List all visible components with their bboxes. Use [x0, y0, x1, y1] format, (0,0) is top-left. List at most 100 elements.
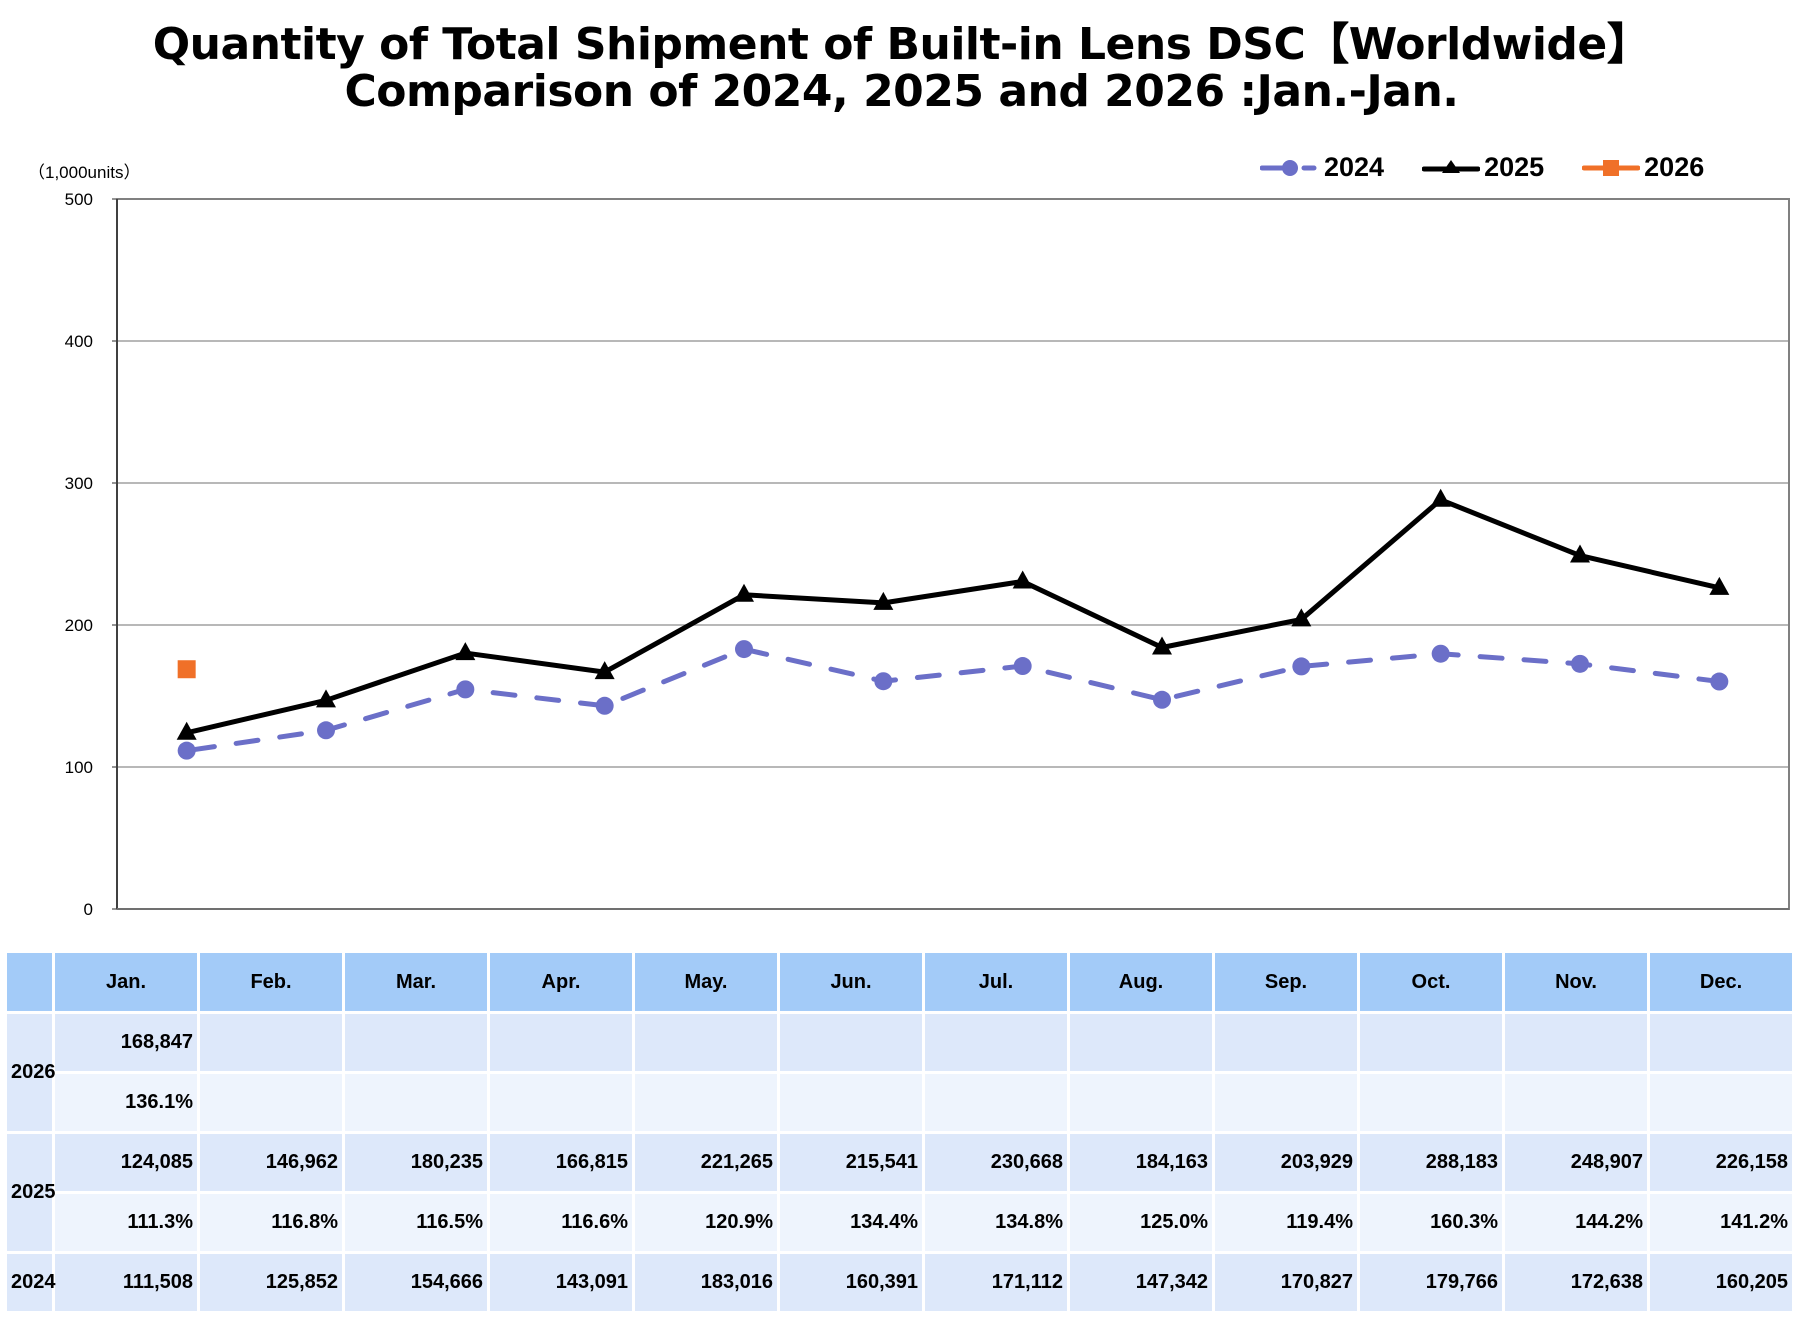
month-header: Jan.	[55, 953, 197, 1011]
value-cell: 147,342	[1070, 1254, 1212, 1311]
legend: 2024 2025 2026	[1260, 152, 1704, 183]
month-header: Jul.	[925, 953, 1067, 1011]
data-point-2026	[177, 660, 196, 679]
month-header: Jun.	[780, 953, 922, 1011]
month-header: Apr.	[490, 953, 632, 1011]
value-cell: 168,847	[55, 1014, 197, 1071]
percent-cell	[1505, 1074, 1647, 1131]
percent-cell: 141.2%	[1650, 1194, 1792, 1251]
data-point-2024	[317, 721, 335, 740]
value-cell: 125,852	[200, 1254, 342, 1311]
month-header: Feb.	[200, 953, 342, 1011]
value-cell	[635, 1014, 777, 1071]
y-tick-label: 0	[84, 900, 93, 919]
value-cell: 288,183	[1360, 1134, 1502, 1191]
data-point-2025	[1012, 570, 1033, 589]
y-tick-label: 300	[65, 474, 93, 493]
table-row-2026: 2026 168,847	[7, 1014, 1792, 1131]
data-table: Jan. Feb. Mar. Apr. May. Jun. Jul. Aug. Sep. Oct.…	[4, 950, 1795, 1314]
legend-line-triangle-icon	[1422, 159, 1481, 173]
percent-cell	[1360, 1074, 1502, 1131]
value-cell: 203,929	[1215, 1134, 1357, 1191]
value-cell	[1505, 1014, 1647, 1071]
table-corner-cell	[7, 953, 52, 1011]
value-cell	[780, 1014, 922, 1071]
value-cell	[1360, 1014, 1502, 1071]
data-point-2024	[1431, 644, 1450, 663]
month-header: Sep.	[1215, 953, 1357, 1011]
value-cell	[490, 1014, 632, 1071]
legend-line-circle-icon	[1260, 159, 1317, 176]
percent-cell: 111.3%	[55, 1194, 197, 1251]
percent-cell: 136.1%	[55, 1074, 197, 1131]
percent-cell: 116.8%	[200, 1194, 342, 1251]
percent-cell	[635, 1074, 777, 1131]
legend-label-2024: 2024	[1324, 152, 1385, 182]
table-row-2024: 2024 111,508 125,852 154,666 143,091 183,016 1…	[7, 1254, 1792, 1311]
value-cell: 172,638	[1505, 1254, 1647, 1311]
year-label: 2025	[7, 1134, 56, 1251]
percent-cell	[780, 1074, 922, 1131]
value-cell: 179,766	[1360, 1254, 1502, 1311]
chart-title-line1: Quantity of Total Shipment of Built-in L…	[152, 19, 1651, 70]
percent-cell: 120.9%	[635, 1194, 777, 1251]
series-line-2025	[184, 497, 1722, 736]
value-cell: 171,112	[925, 1254, 1067, 1311]
value-cell: 146,962	[200, 1134, 342, 1191]
percent-cell	[925, 1074, 1067, 1131]
legend-label-2025: 2025	[1484, 152, 1545, 182]
value-cell: 124,085	[55, 1134, 197, 1191]
table-row-2025: 2025 124,085 146,962 180,235 166,815 221,265 2…	[7, 1134, 1792, 1251]
data-point-2025	[1709, 576, 1730, 595]
table-header-row: Jan. Feb. Mar. Apr. May. Jun. Jul. Aug. Sep. Oct.…	[7, 953, 1792, 1011]
value-cell: 230,668	[925, 1134, 1067, 1191]
percent-cell	[490, 1074, 632, 1131]
percent-cell: 125.0%	[1070, 1194, 1212, 1251]
data-point-2024	[177, 741, 196, 760]
legend-label-2026: 2026	[1644, 152, 1705, 182]
chart-title-line2: Comparison of 2024, 2025 and 2026 :Jan.-…	[344, 66, 1459, 117]
value-cell: 166,815	[490, 1134, 632, 1191]
data-point-2025	[455, 642, 476, 661]
percent-cell: 116.6%	[490, 1194, 632, 1251]
y-tick-label: 400	[65, 332, 93, 351]
percent-cell: 144.2%	[1505, 1194, 1647, 1251]
value-cell: 226,158	[1650, 1134, 1792, 1191]
legend-item-2026: 2026	[1582, 152, 1704, 183]
month-header: Dec.	[1650, 953, 1792, 1011]
value-cell: 160,205	[1650, 1254, 1792, 1311]
table-row-2026-percent: 136.1%	[7, 1074, 1792, 1131]
percent-cell	[1650, 1074, 1792, 1131]
legend-item-2024: 2024	[1260, 152, 1384, 183]
data-point-2025	[1430, 488, 1451, 507]
month-header: Nov.	[1505, 953, 1647, 1011]
year-label: 2024	[7, 1254, 56, 1311]
value-cell: 215,541	[780, 1134, 922, 1191]
year-label: 2026	[7, 1014, 56, 1131]
percent-cell	[345, 1074, 487, 1131]
data-point-2025	[1291, 608, 1312, 627]
data-point-2025	[316, 689, 336, 708]
percent-cell	[1070, 1074, 1212, 1131]
plot-area-frame	[116, 198, 1790, 910]
value-cell: 154,666	[345, 1254, 487, 1311]
value-cell	[1215, 1014, 1357, 1071]
data-point-2024	[874, 672, 893, 691]
value-cell: 160,391	[780, 1254, 922, 1311]
data-point-2024	[456, 680, 475, 699]
data-point-2025	[594, 661, 615, 680]
data-point-2025	[1152, 636, 1172, 655]
value-cell: 183,016	[635, 1254, 777, 1311]
value-cell: 111,508	[55, 1254, 197, 1311]
legend-line-square-icon	[1582, 159, 1641, 176]
value-cell	[345, 1014, 487, 1071]
value-cell: 180,235	[345, 1134, 487, 1191]
value-cell: 248,907	[1505, 1134, 1647, 1191]
y-tick-label: 500	[65, 190, 93, 209]
series-line-2024	[184, 646, 1722, 754]
percent-cell: 119.4%	[1215, 1194, 1357, 1251]
value-cell: 221,265	[635, 1134, 777, 1191]
data-point-2024	[1571, 654, 1589, 673]
data-point-2024	[1013, 657, 1032, 676]
value-cell: 170,827	[1215, 1254, 1357, 1311]
